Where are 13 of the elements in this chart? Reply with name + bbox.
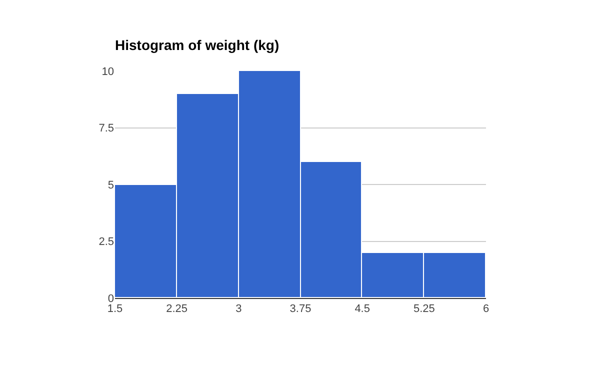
x-tick-label: 3 [236, 303, 242, 316]
x-tick-label: 4.5 [354, 303, 370, 316]
x-tick-label: 1.5 [107, 303, 123, 316]
y-tick-label: 7.5 [98, 122, 114, 135]
x-tick-label: 2.25 [166, 303, 188, 316]
y-tick-label: 0 [108, 292, 114, 305]
y-tick-label: 5 [108, 179, 114, 192]
chart-title: Histogram of weight (kg) [115, 36, 280, 53]
y-tick-label: 2.5 [98, 236, 114, 248]
x-tick-label: 5.25 [413, 303, 435, 316]
x-tick-label: 6 [482, 303, 490, 316]
y-tick-label: 10 [102, 66, 114, 78]
x-tick-label: 3.75 [290, 303, 312, 316]
